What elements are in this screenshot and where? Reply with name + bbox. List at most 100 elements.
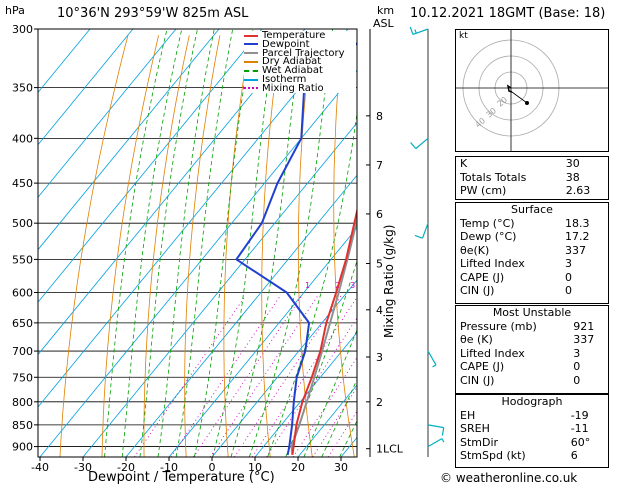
stmdir-value: 60° [570, 435, 591, 449]
km-tick-label: 6 [376, 208, 383, 221]
wet-adiabat [267, 110, 357, 457]
k-value: 30 [565, 157, 580, 170]
pressure-tick-label: 300 [12, 23, 33, 36]
wet-adiabat [321, 378, 357, 457]
wind-barb [427, 424, 445, 436]
mixing-ratio-label: 20 [438, 281, 448, 290]
y-axis-right-label: Mixing Ratio (g/kg) [382, 224, 396, 338]
dry-adiabat [261, 35, 282, 457]
surface-title: Surface [511, 203, 553, 216]
wind-barb [427, 350, 437, 368]
isotherm [254, 331, 357, 457]
wet-adiabat [303, 328, 357, 457]
wind-barb [427, 438, 445, 448]
km-tick-label: 2 [376, 396, 383, 409]
legend-swatch [244, 78, 258, 81]
stmspd-label: StmSpd (kt) [460, 449, 526, 462]
mixing-ratio-label: 1 [305, 281, 310, 290]
dry-adiabat [184, 35, 221, 457]
mixing-ratio-line [134, 295, 246, 457]
mixing-ratio-line [251, 296, 357, 457]
pressure-tick-label: 600 [12, 286, 33, 299]
dry-adiabat [59, 35, 129, 457]
pw-label: PW (cm) [460, 184, 507, 197]
legend-item: Mixing Ratio [244, 83, 324, 93]
sreh-value: -11 [570, 422, 589, 435]
wind-barb [409, 26, 429, 36]
hodograph-unit: kt [459, 31, 468, 41]
pressure-tick-label: 650 [12, 317, 33, 330]
wet-adiabat [121, 29, 183, 457]
tt-value: 38 [565, 170, 580, 184]
k-label: K [460, 157, 468, 170]
km-tick-label: 5 [376, 258, 383, 271]
mu-pres-value: 921 [573, 319, 595, 333]
mixing-ratio-line [327, 410, 357, 457]
temp-tick-label: 0 [209, 461, 216, 474]
datetime-header: 10.12.2021 18GMT (Base: 18) [410, 6, 606, 21]
km-label: km [377, 4, 395, 17]
wet-adiabat [175, 29, 234, 457]
mu-cin-label: CIN (J) [460, 373, 495, 387]
dry-adiabat [297, 35, 313, 457]
surface-cin-value: 0 [565, 284, 573, 297]
legend-label: Isotherm [262, 74, 307, 85]
legend-item: Parcel Trajectory [244, 48, 345, 58]
legend-swatch [244, 69, 258, 72]
stmdir-label: StmDir [460, 435, 499, 449]
mu-title: Most Unstable [492, 306, 572, 319]
surface-dewp-value: 17.2 [565, 230, 590, 243]
wet-adiabat [212, 29, 277, 457]
eh-value: -19 [570, 408, 589, 422]
legend-item: Temperature [244, 30, 326, 41]
hodograph-trace [506, 84, 513, 93]
isotherm [38, 29, 220, 251]
temp-tick-label: -10 [160, 461, 178, 474]
plot-frame [37, 28, 358, 458]
mu-thetae-value: 337 [573, 333, 595, 346]
tt-label: Totals Totals [460, 170, 527, 184]
pressure-unit: hPa [5, 4, 25, 17]
hodograph-panel: kt 40 30 20 [455, 29, 609, 152]
surface-cape-value: 0 [565, 270, 573, 284]
mixing-ratio-line [170, 295, 281, 457]
mu-li-label: Lifted Index [460, 346, 525, 360]
isotherm [297, 384, 357, 457]
legend: Temperature Dewpoint Parcel Trajectory Dry … [244, 31, 356, 93]
pressure-tick-label: 500 [12, 217, 33, 230]
legend-label: Dewpoint [262, 38, 310, 50]
hodograph-indices-panel: Hodograph EH -19 SREH -11 StmDir 60° StmSpd… [455, 394, 609, 468]
isotherm [211, 279, 357, 457]
legend-swatch [244, 43, 258, 46]
mixing-ratio-label: 10 [401, 281, 411, 290]
km-tick-label: 3 [376, 351, 383, 364]
surface-temp-label: Temp (°C) [460, 216, 515, 230]
isotherm [168, 227, 357, 457]
mixing-ratio-line [233, 295, 342, 457]
legend-item: Isotherm [244, 74, 307, 85]
mixing-ratio-line [266, 317, 357, 457]
dry-adiabat [143, 35, 190, 457]
legend-label: Temperature [262, 30, 326, 41]
pressure-tick-label: 350 [12, 82, 33, 95]
legend-swatch [244, 87, 258, 90]
temp-tick-label: 20 [291, 461, 305, 474]
asl-label: ASL [373, 17, 394, 30]
mu-pres-label: Pressure (mb) [460, 319, 537, 333]
dry-adiabat [618, 35, 629, 457]
pressure-tick-label: 700 [12, 345, 33, 358]
surface-temp-value: 18.3 [565, 216, 590, 230]
km-tick-label: 8 [376, 110, 383, 123]
legend-label: Wet Adiabat [262, 65, 323, 77]
isotherm [38, 29, 134, 146]
copyright: © weatheronline.co.uk [440, 471, 578, 485]
dry-adiabat [223, 35, 251, 457]
wet-adiabat [194, 29, 254, 457]
isotherm [82, 122, 357, 457]
legend-item: Dewpoint [244, 38, 310, 50]
pressure-tick-label: 550 [12, 253, 33, 266]
surface-panel: Surface Temp (°C) 18.3 Dewp (°C) 17.2 θe(K… [455, 202, 609, 304]
hodo-ring-40: 40 [474, 116, 488, 129]
hodo-title: Hodograph [501, 395, 563, 408]
